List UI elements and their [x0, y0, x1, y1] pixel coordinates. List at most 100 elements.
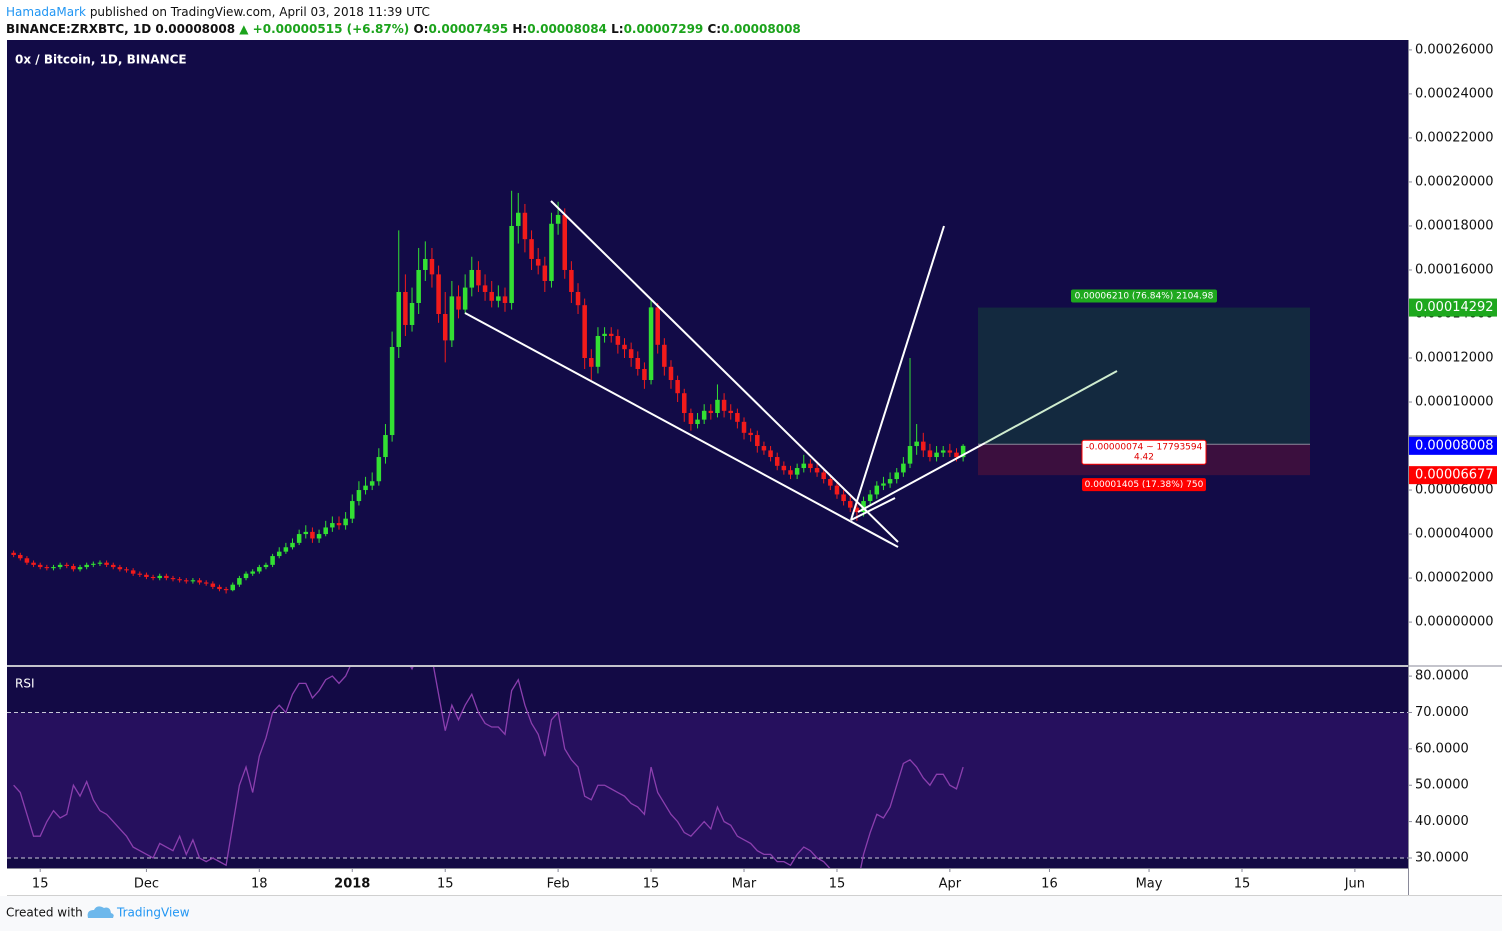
- candle-body: [728, 410, 733, 414]
- trend-line[interactable]: [984, 370, 1118, 444]
- candle-body: [575, 291, 581, 306]
- candle-body: [496, 296, 501, 301]
- candle-body: [449, 296, 455, 341]
- rsi-line: [13, 667, 964, 868]
- candle-body: [847, 501, 853, 508]
- candle-body: [389, 346, 395, 436]
- ohlc-value: 0.00008008: [721, 22, 801, 36]
- candle-body: [303, 531, 309, 535]
- candle-body: [104, 562, 109, 565]
- rsi-title: RSI: [15, 677, 35, 691]
- ohlc-value: 0.00007299: [624, 22, 704, 36]
- trend-line[interactable]: [850, 497, 896, 521]
- brand-logo[interactable]: [87, 906, 114, 918]
- trend-line[interactable]: [850, 225, 945, 521]
- candle-body: [854, 507, 860, 513]
- candle-body: [921, 441, 926, 451]
- candle-body: [51, 567, 56, 569]
- candle-body: [270, 556, 275, 565]
- candle-body: [907, 446, 913, 464]
- candle-body: [642, 369, 647, 381]
- price-tag-label: 0.00014292: [1415, 300, 1494, 315]
- x-tick-label: May: [1136, 877, 1163, 892]
- candle-body: [874, 485, 880, 495]
- candle-body: [456, 296, 461, 310]
- target-label: 0.00006210 (76.84%) 2104.98: [1075, 292, 1214, 302]
- candle-body: [416, 269, 421, 303]
- trend-line[interactable]: [550, 200, 899, 543]
- y-tick-label: 0.00024000: [1415, 86, 1494, 101]
- candle-body: [522, 212, 528, 240]
- candle-body: [203, 582, 209, 584]
- y-tick-label: 0.00010000: [1415, 395, 1494, 410]
- candle-body: [250, 571, 255, 574]
- candle-body: [97, 562, 103, 564]
- candle-body: [954, 452, 959, 458]
- rsi: [7, 667, 1408, 868]
- x-tick-label: 2018: [334, 877, 370, 892]
- candle-body: [748, 432, 753, 436]
- axes: 0.00000000 0.00002000 0.00004000 0.00006000…: [32, 42, 1497, 892]
- ohlc-label: L:: [611, 22, 623, 36]
- candle-body: [708, 410, 714, 414]
- ratio-label: 4.42: [1134, 453, 1154, 463]
- y-tick-label: 0.00026000: [1415, 42, 1494, 57]
- candle-body: [24, 558, 30, 563]
- candle-body: [602, 333, 607, 336]
- y-tick-label: 0.00020000: [1415, 174, 1494, 189]
- y-tick-label: 0.00018000: [1415, 218, 1494, 233]
- trend-line[interactable]: [857, 442, 986, 513]
- logo-cloud[interactable]: [87, 906, 114, 918]
- candle-body: [57, 564, 63, 568]
- ohlc-label: C:: [707, 22, 721, 36]
- candle-body: [901, 463, 906, 473]
- candle-body: [369, 481, 375, 486]
- candle-body: [635, 358, 641, 370]
- footer-brand[interactable]: TradingView: [116, 906, 190, 920]
- y-tick-label: 0.00000000: [1415, 615, 1494, 630]
- candle-body: [562, 214, 568, 270]
- candle-body: [37, 564, 43, 568]
- candle-body: [117, 567, 123, 570]
- candle-body: [429, 258, 435, 275]
- rsi-line-group: [13, 667, 964, 868]
- candle-body: [157, 575, 162, 579]
- pane-title: 0x / Bitcoin, 1D, BINANCE: [15, 53, 187, 67]
- price-tag: [1409, 436, 1497, 455]
- candle-body: [210, 583, 216, 587]
- y-tick-label: 0.00006000: [1415, 483, 1494, 498]
- candle-body: [442, 313, 448, 341]
- symbol-line: BINANCE:ZRXBTC, 1D 0.00008008 ▲ +0.00000…: [6, 22, 801, 36]
- rsi-tick-label: 70.0000: [1415, 705, 1469, 720]
- price-tag: [1409, 466, 1497, 485]
- candle-body: [263, 564, 269, 568]
- candle-body: [356, 490, 362, 502]
- symbol: BINANCE:ZRXBTC, 1D: [6, 22, 151, 36]
- candle-body: [283, 547, 289, 552]
- candle-body: [396, 291, 402, 347]
- candle-body: [71, 565, 76, 570]
- trend-line[interactable]: [464, 312, 899, 548]
- candle-body: [31, 562, 36, 565]
- author[interactable]: HamadaMark: [6, 5, 86, 19]
- candle-body: [668, 366, 674, 381]
- candle-body: [336, 523, 342, 526]
- candle-body: [423, 258, 428, 270]
- candle-body: [296, 534, 302, 543]
- candle-body: [164, 575, 169, 579]
- candle-body: [695, 419, 700, 425]
- candle-body: [529, 239, 534, 259]
- candle-body: [77, 567, 83, 570]
- candle-body: [217, 586, 222, 590]
- rsi-band: [7, 712, 1408, 858]
- candle-body: [383, 435, 388, 458]
- rsi-tick-label: 40.0000: [1415, 814, 1469, 829]
- candle-body: [589, 358, 594, 367]
- candle-body: [582, 305, 587, 359]
- candle-body: [940, 450, 946, 453]
- candle-body: [774, 457, 780, 466]
- y-tick-label: 0.00022000: [1415, 130, 1494, 145]
- candle-body: [947, 450, 953, 453]
- candle-body: [595, 335, 601, 367]
